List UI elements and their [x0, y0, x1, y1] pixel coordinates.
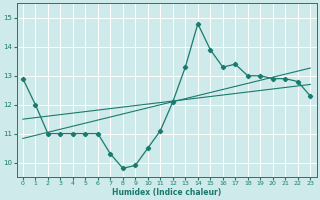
X-axis label: Humidex (Indice chaleur): Humidex (Indice chaleur) — [112, 188, 221, 197]
